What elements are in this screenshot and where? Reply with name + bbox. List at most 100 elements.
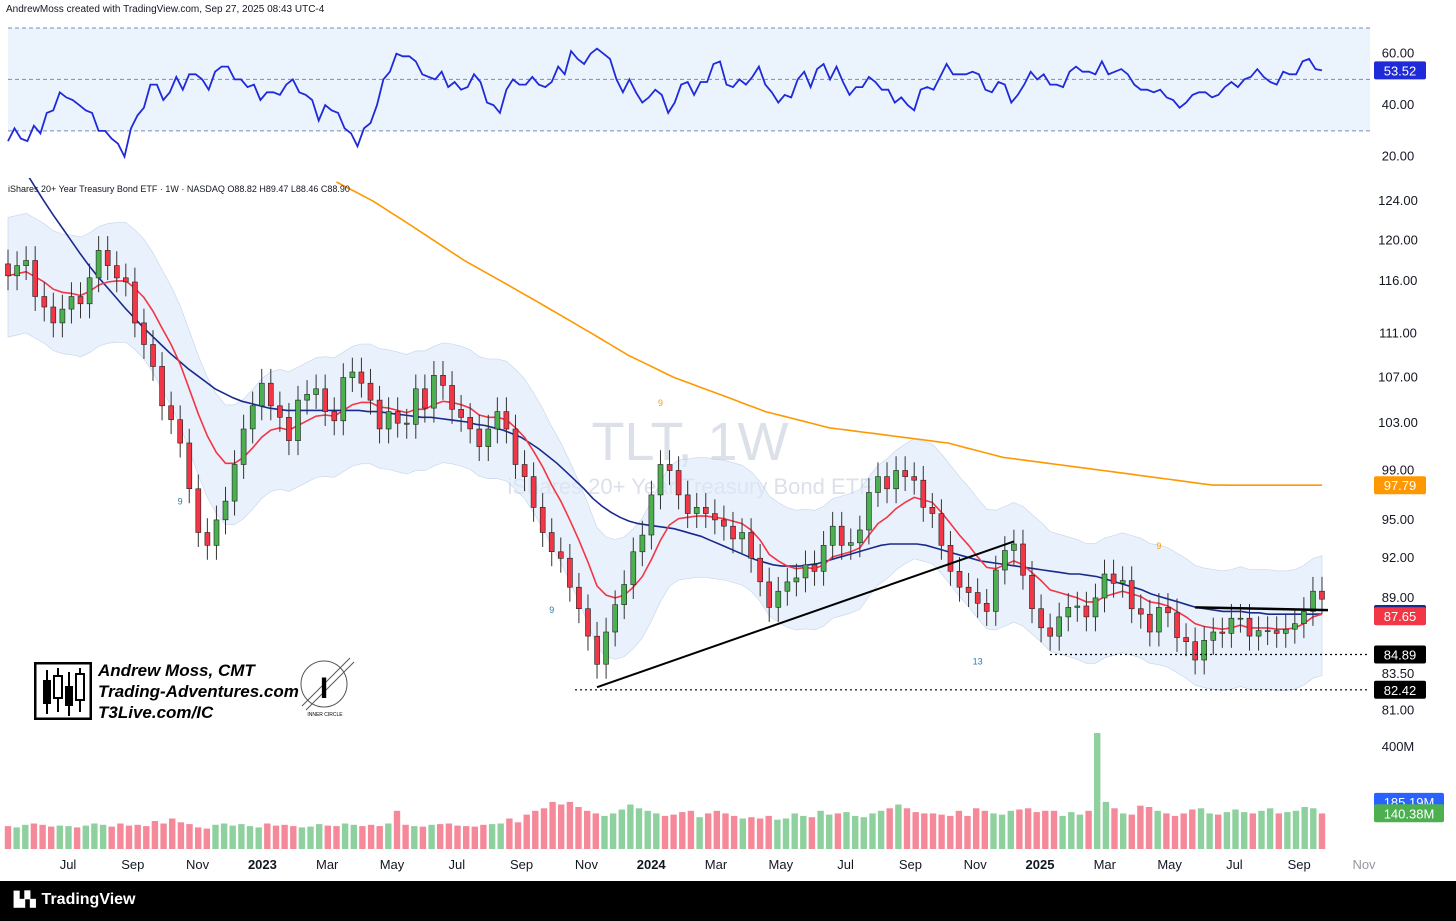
volume-last-label-bg <box>1374 804 1444 823</box>
candle-body <box>50 306 57 324</box>
volume-bar <box>713 810 720 849</box>
candle-body <box>313 388 319 395</box>
volume-bar <box>1128 814 1135 849</box>
volume-bar <box>921 813 928 849</box>
candle-body <box>86 277 93 305</box>
volume-bar <box>1154 810 1161 849</box>
candle-body <box>132 281 138 324</box>
signature-text: Andrew Moss, CMT Trading-Adventures.com … <box>98 660 299 723</box>
volume-bar <box>151 821 159 849</box>
candle-body <box>784 581 791 592</box>
volume-bar <box>609 813 617 849</box>
signature-site[interactable]: Trading-Adventures.com <box>98 682 299 701</box>
candle-body <box>539 506 546 533</box>
candle-body <box>349 371 356 378</box>
candle-body <box>1292 623 1298 630</box>
volume-bar <box>333 826 340 849</box>
volume-bar <box>212 824 219 849</box>
candle-body <box>548 532 555 553</box>
candle-body <box>1310 590 1316 612</box>
time-tick-label: Sep <box>1288 857 1311 872</box>
candle-body <box>938 513 945 546</box>
volume-bar <box>160 823 167 849</box>
candle-body <box>1283 628 1289 634</box>
volume-bar <box>454 825 461 849</box>
td-marker-label: 13 <box>973 657 983 667</box>
candle-body <box>1011 543 1017 551</box>
candle-body <box>304 394 310 401</box>
time-tick-label: Jul <box>60 857 77 872</box>
volume-bar <box>445 823 453 849</box>
candle-body <box>757 557 764 583</box>
candle-body <box>23 260 29 266</box>
volume-bar <box>1024 808 1032 849</box>
volume-bar <box>108 826 115 849</box>
candle-body <box>557 551 564 559</box>
volume-bar <box>808 817 816 849</box>
candle-body <box>775 590 782 608</box>
candle-body <box>585 608 591 637</box>
candle-body <box>59 308 66 324</box>
candle-body <box>1156 607 1162 633</box>
candle-body <box>594 635 600 665</box>
volume-bar <box>1016 809 1023 849</box>
time-tick-label: Sep <box>510 857 533 872</box>
volume-bar <box>514 822 522 849</box>
volume-bar <box>238 824 245 849</box>
candle-body <box>902 470 909 477</box>
signature-url[interactable]: T3Live.com/IC <box>98 703 214 722</box>
price-last-label: 87.65 <box>1384 609 1417 624</box>
volume-bar <box>1068 812 1075 849</box>
candle-body <box>1138 608 1144 615</box>
candle-body <box>141 322 147 345</box>
candle-body <box>730 525 736 540</box>
volume-bar <box>679 812 686 849</box>
candle-body <box>947 544 954 572</box>
volume-bar <box>990 813 997 849</box>
volume-bar <box>1120 813 1127 849</box>
author-signature: Andrew Moss, CMT Trading-Adventures.com … <box>34 657 364 724</box>
volume-bar <box>463 826 470 849</box>
volume-bar <box>1180 813 1187 849</box>
volume-panel[interactable]: 400M 185.19M 140.38M Jul Sep Nov 2023 Mar May Jul… <box>0 730 1456 881</box>
price-tick-label: 116.00 <box>1379 273 1418 288</box>
candle-body <box>1020 543 1026 576</box>
volume-bar <box>973 808 980 849</box>
time-tick-label: Nov <box>186 857 210 872</box>
candle-body <box>866 492 872 531</box>
price-tick-label: 103.00 <box>1378 415 1418 430</box>
volume-bar <box>48 826 55 849</box>
candle-body <box>476 428 483 447</box>
tradingview-brand[interactable]: ▙▚ TradingView <box>14 891 136 909</box>
volume-bar <box>895 804 902 849</box>
volume-bar <box>1042 810 1049 849</box>
price-panel[interactable]: TLT, 1WiShares 20+ Year Treasury Bond ET… <box>0 144 1456 733</box>
volume-bar <box>566 801 574 849</box>
volume-bar <box>1163 813 1170 849</box>
candle-body <box>322 388 329 412</box>
candle-body <box>1228 617 1235 634</box>
candle-body <box>603 631 609 665</box>
volume-bar <box>1241 812 1248 849</box>
price-chart: TLT, 1WiShares 20+ Year Treasury Bond ET… <box>5 144 1426 718</box>
time-tick-label: 2025 <box>1026 857 1055 872</box>
candle-body <box>295 399 301 442</box>
inner-circle-logo-icon: I INNER CIRCLE <box>300 657 355 718</box>
candle-body <box>1110 573 1117 584</box>
volume-bar <box>402 824 409 849</box>
volume-bar <box>497 823 504 849</box>
volume-bar <box>929 813 937 849</box>
candle-body <box>5 263 11 277</box>
volume-bar <box>229 825 236 849</box>
volume-bar <box>359 826 366 849</box>
rsi-panel[interactable]: 60.00 40.00 20.00 53.52 <box>0 22 1456 178</box>
price-last-label: 97.79 <box>1384 478 1417 493</box>
volume-bar <box>765 815 772 849</box>
candle-body <box>1119 580 1126 584</box>
volume-bar <box>91 823 98 849</box>
volume-bar <box>558 804 565 849</box>
candle-body <box>748 532 754 559</box>
candle-body <box>1273 630 1280 634</box>
candle-body <box>1201 639 1207 661</box>
volume-bar <box>627 804 634 849</box>
